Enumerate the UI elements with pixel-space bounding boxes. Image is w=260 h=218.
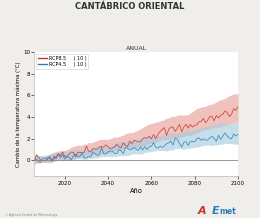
Text: CANTÁBRICO ORIENTAL: CANTÁBRICO ORIENTAL bbox=[75, 2, 185, 11]
Text: A: A bbox=[198, 206, 206, 216]
Text: © Agencia Estatal de Meteorología: © Agencia Estatal de Meteorología bbox=[5, 213, 57, 217]
Title: ANUAL: ANUAL bbox=[126, 46, 147, 51]
Y-axis label: Cambio de la temperatura máxima (°C): Cambio de la temperatura máxima (°C) bbox=[15, 61, 21, 167]
Legend: RCP8.5     ( 10 ), RCP4.5     ( 10 ): RCP8.5 ( 10 ), RCP4.5 ( 10 ) bbox=[36, 54, 88, 69]
X-axis label: Año: Año bbox=[130, 188, 143, 194]
Text: E: E bbox=[212, 206, 219, 216]
Text: met: met bbox=[220, 207, 236, 216]
